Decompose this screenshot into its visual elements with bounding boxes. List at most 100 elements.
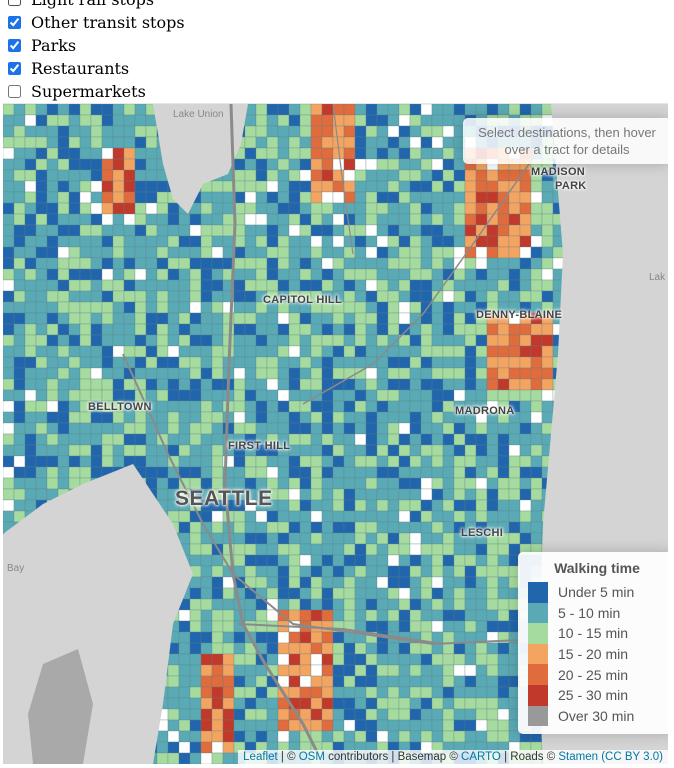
tract-cell[interactable] <box>530 455 543 468</box>
tract-cell[interactable] <box>277 334 290 347</box>
tract-cell[interactable] <box>57 334 70 347</box>
tract-cell[interactable] <box>189 686 202 699</box>
tract-cell[interactable] <box>497 730 510 743</box>
tract-cell[interactable] <box>486 268 499 281</box>
tract-cell[interactable] <box>354 334 367 347</box>
tract-cell[interactable] <box>211 697 224 710</box>
tract-cell[interactable] <box>35 334 48 347</box>
tract-cell[interactable] <box>46 323 59 336</box>
tract-cell[interactable] <box>266 576 279 589</box>
tract-cell[interactable] <box>3 147 15 160</box>
tract-cell[interactable] <box>222 653 235 666</box>
tract-cell[interactable] <box>79 290 92 303</box>
tract-cell[interactable] <box>178 631 191 644</box>
tract-cell[interactable] <box>233 510 246 523</box>
tract-cell[interactable] <box>310 400 323 413</box>
tract-cell[interactable] <box>354 444 367 457</box>
tract-cell[interactable] <box>178 356 191 369</box>
tract-cell[interactable] <box>233 378 246 391</box>
tract-cell[interactable] <box>387 576 400 589</box>
tract-cell[interactable] <box>211 323 224 336</box>
tract-cell[interactable] <box>321 532 334 545</box>
tract-cell[interactable] <box>101 235 114 248</box>
tract-cell[interactable] <box>288 499 301 512</box>
tract-cell[interactable] <box>57 290 70 303</box>
tract-cell[interactable] <box>46 224 59 237</box>
tract-cell[interactable] <box>310 114 323 127</box>
tract-cell[interactable] <box>288 554 301 567</box>
tract-cell[interactable] <box>255 554 268 567</box>
tract-cell[interactable] <box>255 257 268 270</box>
tract-cell[interactable] <box>189 576 202 589</box>
tract-cell[interactable] <box>519 235 532 248</box>
tract-cell[interactable] <box>464 104 477 116</box>
tract-cell[interactable] <box>398 180 411 193</box>
tract-cell[interactable] <box>530 279 543 292</box>
tract-cell[interactable] <box>200 422 213 435</box>
tract-cell[interactable] <box>387 323 400 336</box>
tract-cell[interactable] <box>332 653 345 666</box>
tract-cell[interactable] <box>398 587 411 600</box>
tract-cell[interactable] <box>233 345 246 358</box>
tract-cell[interactable] <box>200 378 213 391</box>
tract-cell[interactable] <box>464 488 477 501</box>
tract-cell[interactable] <box>321 543 334 556</box>
tract-cell[interactable] <box>332 466 345 479</box>
tract-cell[interactable] <box>68 290 81 303</box>
tract-cell[interactable] <box>442 488 455 501</box>
tract-cell[interactable] <box>255 697 268 710</box>
tract-cell[interactable] <box>420 345 433 358</box>
tract-cell[interactable] <box>167 257 180 270</box>
tract-cell[interactable] <box>365 268 378 281</box>
tract-cell[interactable] <box>431 543 444 556</box>
tract-cell[interactable] <box>486 664 499 677</box>
tract-cell[interactable] <box>3 104 15 116</box>
tract-cell[interactable] <box>255 576 268 589</box>
tract-cell[interactable] <box>321 323 334 336</box>
tract-cell[interactable] <box>486 422 499 435</box>
tract-cell[interactable] <box>3 466 15 479</box>
tract-cell[interactable] <box>90 466 103 479</box>
tract-cell[interactable] <box>508 235 521 248</box>
tract-cell[interactable] <box>409 433 422 446</box>
tract-cell[interactable] <box>211 180 224 193</box>
tract-cell[interactable] <box>24 356 37 369</box>
tract-cell[interactable] <box>453 334 466 347</box>
tract-cell[interactable] <box>497 433 510 446</box>
tract-cell[interactable] <box>475 730 488 743</box>
tract-cell[interactable] <box>134 257 147 270</box>
tract-cell[interactable] <box>299 114 312 127</box>
tract-cell[interactable] <box>266 565 279 578</box>
tract-cell[interactable] <box>277 158 290 171</box>
tract-cell[interactable] <box>90 444 103 457</box>
tract-cell[interactable] <box>453 730 466 743</box>
tract-cell[interactable] <box>453 301 466 314</box>
tract-cell[interactable] <box>420 466 433 479</box>
tract-cell[interactable] <box>277 653 290 666</box>
tract-cell[interactable] <box>299 268 312 281</box>
tract-cell[interactable] <box>420 356 433 369</box>
tract-cell[interactable] <box>343 235 356 248</box>
tract-cell[interactable] <box>134 367 147 380</box>
tract-cell[interactable] <box>222 609 235 622</box>
tract-cell[interactable] <box>365 433 378 446</box>
tract-cell[interactable] <box>299 257 312 270</box>
tract-cell[interactable] <box>233 268 246 281</box>
tract-cell[interactable] <box>398 653 411 666</box>
tract-cell[interactable] <box>13 169 26 182</box>
tract-cell[interactable] <box>354 433 367 446</box>
tract-cell[interactable] <box>497 169 510 182</box>
tract-cell[interactable] <box>101 191 114 204</box>
tract-cell[interactable] <box>365 378 378 391</box>
tract-cell[interactable] <box>68 136 81 149</box>
tract-cell[interactable] <box>530 345 543 358</box>
tract-cell[interactable] <box>376 191 389 204</box>
tract-cell[interactable] <box>134 114 147 127</box>
tract-cell[interactable] <box>288 598 301 611</box>
tract-cell[interactable] <box>266 246 279 259</box>
tract-cell[interactable] <box>178 675 191 688</box>
tract-cell[interactable] <box>453 433 466 446</box>
tract-cell[interactable] <box>233 719 246 732</box>
tract-cell[interactable] <box>211 400 224 413</box>
tract-cell[interactable] <box>409 444 422 457</box>
